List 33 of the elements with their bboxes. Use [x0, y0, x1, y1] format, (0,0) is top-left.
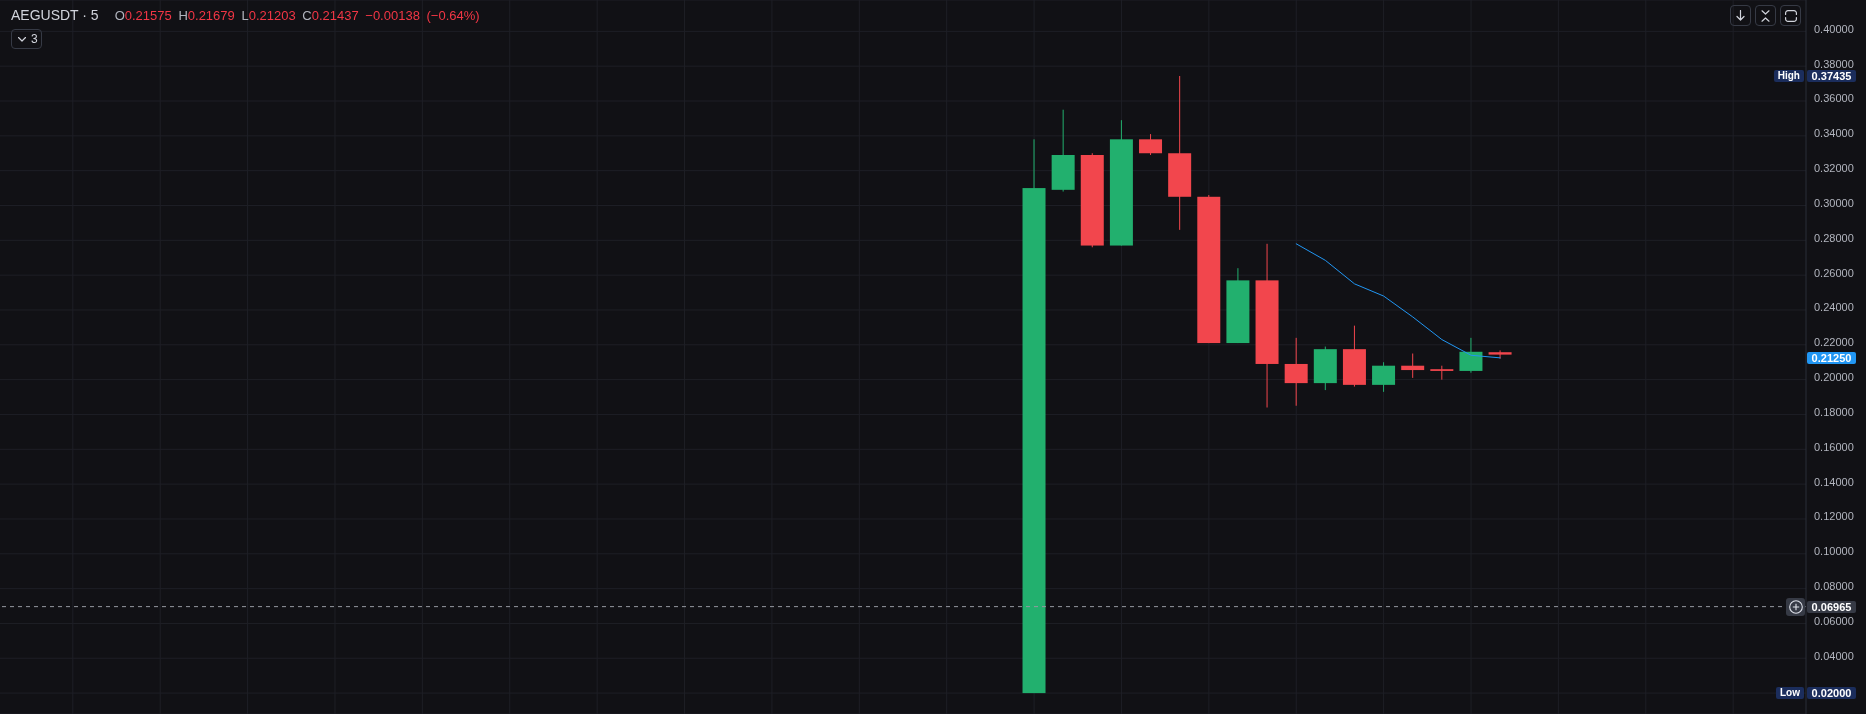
y-tick-label: 0.10000	[1814, 545, 1854, 558]
candlestick	[1401, 353, 1425, 379]
candlestick	[1488, 349, 1512, 360]
y-tick-label: 0.38000	[1814, 57, 1854, 70]
y-tick-label: 0.34000	[1814, 127, 1854, 140]
y-tick-label: 0.22000	[1814, 336, 1854, 349]
y-tick-label: 0.06000	[1814, 614, 1854, 627]
y-tick-label: 0.32000	[1814, 162, 1854, 175]
y-tick-label: 0.20000	[1814, 371, 1854, 384]
y-tick-label: 0.40000	[1814, 22, 1854, 35]
text: AEGUSDT · 5	[11, 7, 99, 23]
annotation: Low 0.02000	[1778, 687, 1853, 700]
y-tick-label: 0.14000	[1814, 475, 1854, 488]
y-tick-label: 0.28000	[1814, 231, 1854, 244]
y-tick-label: 0.16000	[1814, 440, 1854, 453]
text: 0.21250	[1807, 351, 1856, 364]
candlestick	[1372, 361, 1396, 393]
annotation: High 0.37435	[1776, 70, 1853, 82]
ref-line-label: 0.06965	[1807, 600, 1856, 613]
y-tick-label: 0.04000	[1814, 649, 1854, 662]
y-tick-label: 0.24000	[1814, 301, 1854, 314]
y-tick-label: 0.26000	[1814, 266, 1854, 279]
y-tick-label: 0.18000	[1814, 405, 1854, 418]
annotation: 3	[31, 32, 38, 46]
y-tick-label: 0.36000	[1814, 92, 1854, 105]
y-tick-label: 0.30000	[1814, 196, 1854, 209]
candlestick	[1284, 337, 1308, 407]
y-tick-label: 0.08000	[1814, 580, 1854, 593]
candlestick	[1459, 337, 1483, 374]
y-tick-label: 0.12000	[1814, 510, 1854, 523]
dropdown-button: 3	[11, 29, 42, 49]
candlestick	[1139, 133, 1163, 156]
text: O0.21575 H0.21679 L0.21203 C0.21437 −0.00138 (−0.64%)	[114, 8, 480, 23]
